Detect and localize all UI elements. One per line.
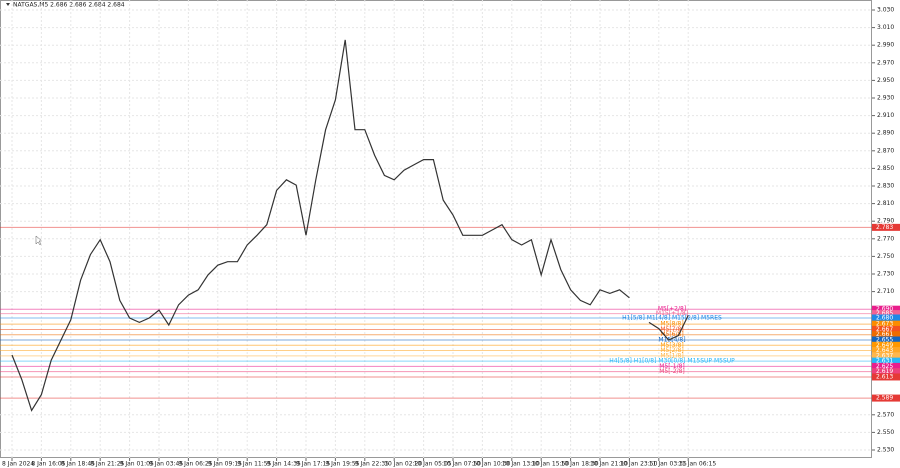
y-tick-label: 2.770: [877, 235, 894, 242]
level-note: H4[5/8] H1[0/8] M30[0/8] M15SUP M5SUP: [609, 358, 735, 365]
price-tag-label: 2.625: [876, 363, 893, 370]
y-tick-label: 2.550: [877, 429, 894, 436]
level-note: M5[2/8]: [660, 347, 683, 354]
y-tick-label: 2.830: [877, 183, 894, 190]
price-tag-label: 2.680: [876, 315, 893, 322]
x-tick-label: 10 Jan 23:50: [619, 461, 657, 468]
price-tag: [872, 336, 900, 344]
price-tag: [872, 331, 900, 339]
y-tick-label: 2.810: [877, 200, 894, 207]
y-tick-label: 2.990: [877, 42, 894, 49]
price-tag-label: 2.667: [876, 326, 893, 333]
price-tag-label: 2.619: [876, 368, 893, 375]
price-tag: [872, 310, 900, 318]
price-tag-label: 2.637: [876, 352, 893, 359]
price-tag: [872, 314, 900, 322]
x-tick-label: 8 Jan 2024: [2, 461, 34, 468]
price-tag: [872, 368, 900, 376]
x-tick-label: 10 Jan 05:05: [414, 461, 452, 468]
y-tick-label: 2.970: [877, 59, 894, 66]
x-tick-label: 9 Jan 17:15: [296, 461, 330, 468]
y-tick-label: 2.950: [877, 77, 894, 84]
price-tag: [872, 352, 900, 360]
y-tick-label: 2.570: [877, 411, 894, 418]
x-tick-label: 10 Jan 18:30: [561, 461, 599, 468]
price-tag: [872, 320, 900, 328]
level-note: M5[7/8]: [660, 326, 683, 333]
y-tick-label: 2.530: [877, 447, 894, 454]
x-tick-label: 9 Jan 19:55: [325, 461, 359, 468]
x-tick-label: 9 Jan 09:15: [208, 461, 242, 468]
x-tick-label: 9 Jan 01:05: [120, 461, 154, 468]
y-tick-label: 2.910: [877, 112, 894, 119]
y-tick-label: 2.890: [877, 130, 894, 137]
price-tag: [872, 362, 900, 370]
price-tag-label: 2.673: [876, 321, 893, 328]
y-tick-label: 2.750: [877, 253, 894, 260]
price-tag-label: 2.649: [876, 342, 893, 349]
x-tick-label: 8 Jan 16:05: [31, 461, 65, 468]
level-note: M15[+1/8]: [656, 310, 688, 317]
price-tag-label: 2.631: [876, 358, 893, 365]
level-note: M5[3/8]: [660, 342, 683, 349]
price-tag: [872, 325, 900, 333]
x-tick-label: 9 Jan 14:35: [267, 461, 301, 468]
y-tick-label: 2.850: [877, 165, 894, 172]
price-tag-label: 2.685: [876, 310, 893, 317]
price-tag: [872, 394, 900, 402]
price-line: [11, 39, 689, 412]
price-tag-label: 2.783: [876, 224, 893, 231]
x-tick-label: 9 Jan 06:25: [178, 461, 212, 468]
price-tag: [872, 341, 900, 349]
x-tick-label: 10 Jan 02:20: [384, 461, 422, 468]
y-tick-label: 2.730: [877, 271, 894, 278]
chart-title: NATGAS,M5 2.686 2.686 2.684 2.684: [13, 2, 125, 9]
y-tick-label: 2.710: [877, 288, 894, 295]
x-tick-label: 11 Jan 06:15: [678, 461, 716, 468]
plot-frame: [0, 0, 872, 458]
x-tick-label: 9 Jan 11:55: [237, 461, 271, 468]
level-note: M5[8/8]: [660, 321, 683, 328]
y-tick-label: 3.030: [877, 7, 894, 14]
price-tag: [872, 223, 900, 231]
x-tick-label: 9 Jan 03:45: [149, 461, 183, 468]
x-tick-label: 10 Jan 07:50: [443, 461, 481, 468]
x-tick-label: 10 Jan 15:50: [531, 461, 569, 468]
price-tag: [872, 347, 900, 355]
level-note: M5[1/8]: [660, 352, 683, 359]
menu-arrow: [6, 3, 10, 6]
price-tag-label: 2.661: [876, 331, 893, 338]
x-tick-label: 8 Jan 21:25: [90, 461, 124, 468]
price-tag: [872, 373, 900, 381]
price-tag-label: 2.690: [876, 306, 893, 313]
x-tick-label: 8 Jan 18:45: [61, 461, 95, 468]
x-tick-label: 10 Jan 13:10: [502, 461, 540, 468]
x-tick-label: 10 Jan 21:10: [590, 461, 628, 468]
y-tick-label: 2.930: [877, 95, 894, 102]
price-tag: [872, 357, 900, 365]
level-note: M15[4/8]: [658, 337, 685, 344]
level-note: M5[-2/8]: [659, 368, 685, 375]
x-tick-label: 10 Jan 10:30: [472, 461, 510, 468]
x-tick-label: 9 Jan 22:35: [355, 461, 389, 468]
level-note: H1[5/8] M1[4/8] M15[2/8] M5RES: [622, 315, 722, 322]
level-note: M5[-1/8]: [659, 363, 685, 370]
y-tick-label: 2.790: [877, 218, 894, 225]
price-tag-label: 2.655: [876, 337, 893, 344]
price-tag: [872, 305, 900, 313]
y-tick-label: 3.010: [877, 24, 894, 31]
price-tag-label: 2.613: [876, 373, 893, 380]
price-tag-label: 2.589: [876, 395, 893, 402]
y-tick-label: 2.870: [877, 147, 894, 154]
level-note: M5[6/8]: [660, 331, 683, 338]
price-tag-label: 2.643: [876, 347, 893, 354]
level-note: M5[+2/8]: [658, 306, 686, 313]
x-tick-label: 11 Jan 03:35: [649, 461, 687, 468]
